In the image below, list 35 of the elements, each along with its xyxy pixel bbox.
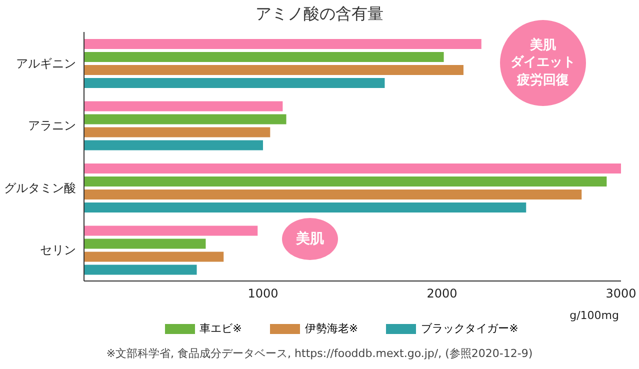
bar xyxy=(84,140,263,150)
text: ※文部科学省, 食品成分データベース, https://fooddb.mext.go.jp/, (参照2020-12-9) xyxy=(105,346,534,361)
bar xyxy=(84,39,482,49)
y-tick-label: アルギニン xyxy=(16,56,76,70)
bar xyxy=(84,78,385,88)
bar xyxy=(84,238,206,249)
bar xyxy=(84,101,283,112)
bar xyxy=(84,176,607,186)
annotation: 美肌 xyxy=(529,36,557,54)
speech-bubble: 美肌 xyxy=(282,218,338,260)
bar xyxy=(84,190,582,200)
bar xyxy=(84,264,197,275)
y-tick-label: グルタミン酸 xyxy=(4,180,76,195)
y-tick-label: アラニン xyxy=(28,118,76,133)
x-axis-title: g/100mg xyxy=(570,309,619,322)
bar xyxy=(84,164,621,174)
legend-label: 車エビ※ xyxy=(200,321,242,336)
bar xyxy=(84,52,444,62)
annotation: 美肌 xyxy=(296,230,324,248)
bar xyxy=(84,226,258,236)
bar xyxy=(84,127,270,138)
x-tick-label: 2000 xyxy=(426,286,458,301)
legend-label: 伊勢海老※ xyxy=(304,321,358,336)
x-tick-label: 3000 xyxy=(606,286,636,301)
bar xyxy=(84,65,464,75)
chart-title: アミノ酸の含有量 xyxy=(254,4,384,25)
bar xyxy=(84,202,526,212)
bar xyxy=(84,252,224,262)
legend-label: ブラックタイガー※ xyxy=(421,321,518,336)
bar xyxy=(84,114,286,124)
annotation: 疲労回復 xyxy=(516,72,570,90)
y-tick-label: セリン xyxy=(40,243,76,258)
x-tick-label: 1000 xyxy=(248,286,278,301)
annotation: ダイエット xyxy=(510,54,576,72)
speech-bubble: 美肌 ダイエット 疲労回復 xyxy=(500,20,586,106)
